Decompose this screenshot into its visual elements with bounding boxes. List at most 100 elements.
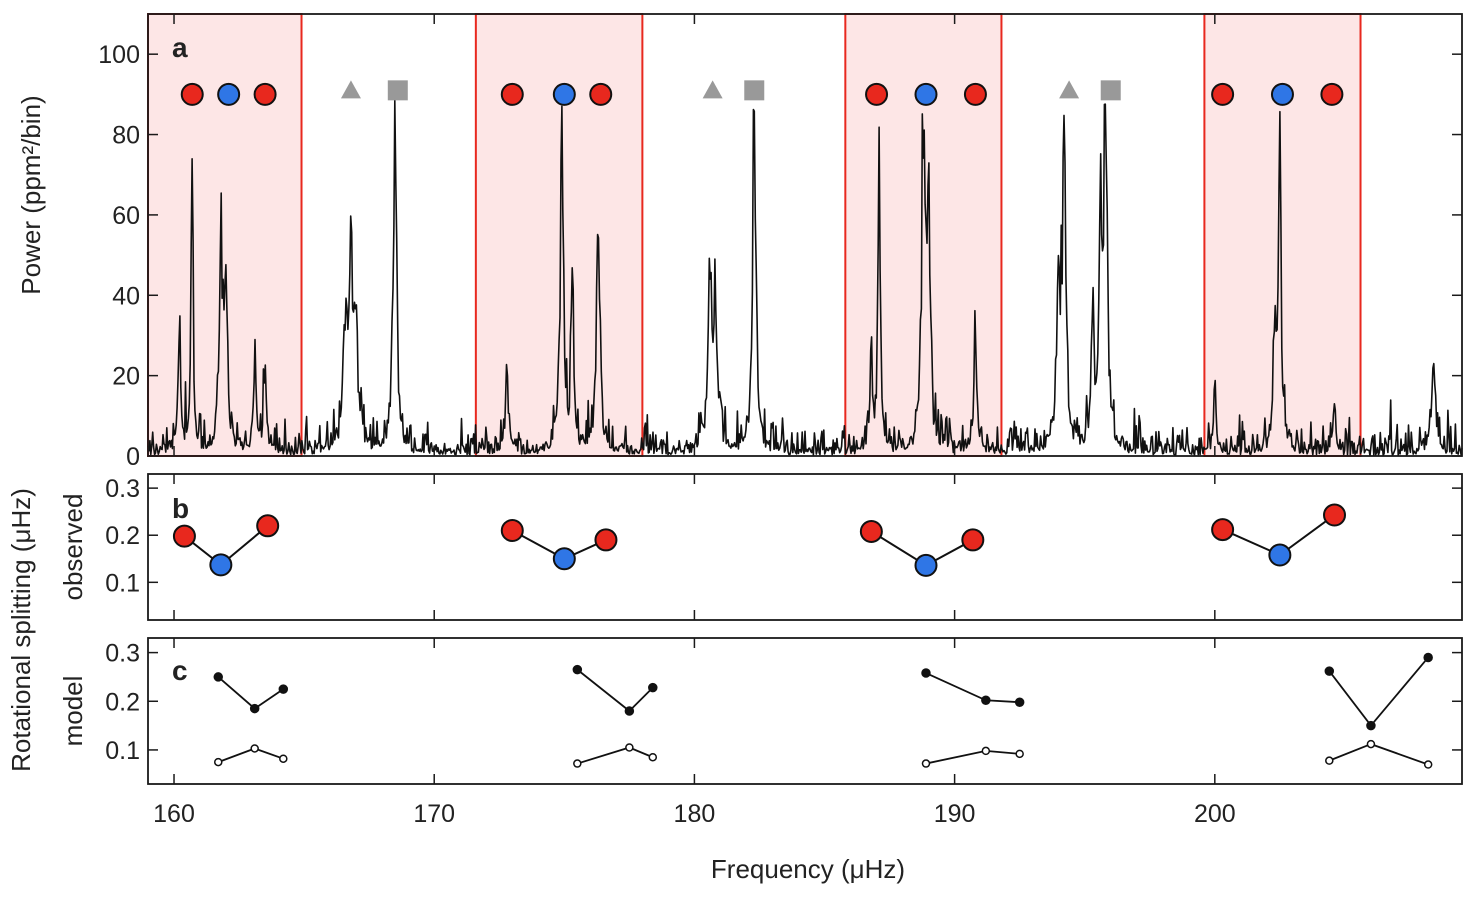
y-axis-title-rotational-splitting: Rotational splitting (μHz)	[6, 488, 36, 772]
square-marker-15	[1100, 80, 1121, 101]
model-open-point-1-2	[250, 744, 259, 753]
model-filled-point-4-2	[1366, 720, 1376, 731]
panel-a-ytick-label: 40	[112, 282, 140, 310]
panel-b-ytick-label: 0.3	[105, 475, 140, 503]
model-filled-point-1-2	[249, 703, 260, 714]
square-marker-5	[387, 80, 408, 101]
zonal-mode-marker-12	[914, 82, 938, 106]
triangle-marker-14	[1059, 80, 1080, 99]
model-open-point-1-1	[214, 757, 223, 767]
panel-a-ytick-label: 100	[98, 41, 140, 69]
shaded-range-1	[147, 13, 303, 457]
model-filled-point-1-1	[213, 672, 224, 682]
model-open-point-4-3	[1423, 760, 1433, 769]
x-axis-title-frequency: Frequency (μHz)	[711, 854, 905, 884]
prograde-retrograde-marker-1	[180, 82, 204, 106]
prograde-retrograde-marker-16	[1211, 82, 1235, 106]
panel-a-ytick-label: 0	[126, 443, 140, 471]
prograde-retrograde-marker-8	[589, 82, 613, 106]
prograde-retrograde-marker-13	[963, 82, 987, 106]
zonal-mode-marker-7	[552, 82, 576, 106]
observed-point-4-3	[1323, 503, 1347, 527]
panel-a-ytick-label: 20	[112, 363, 140, 391]
shaded-ranges	[147, 13, 1362, 457]
panel-b-frame	[147, 473, 1463, 621]
panel-b-ytick-label: 0.1	[105, 569, 140, 597]
panel-c-frame	[147, 637, 1463, 785]
panel-c-ytick-label: 0.1	[105, 737, 140, 765]
observed-point-2-1	[500, 519, 524, 543]
panel-c-ytick-label: 0.3	[105, 640, 140, 668]
panel-c-ylabel-model: model	[58, 676, 88, 747]
observed-point-1-3	[256, 514, 280, 538]
panel-b-ticks: 0.1 0.2 0.3	[105, 474, 1462, 620]
model-filled-line-3	[925, 672, 1020, 704]
model-filled-line-2	[576, 668, 654, 713]
panel-c-ticks: 0.1 0.2 0.3 160 170 180 190 200	[105, 638, 1462, 828]
observed-point-1-2	[209, 553, 233, 577]
observed-point-3-2	[914, 553, 938, 577]
prograde-retrograde-marker-11	[865, 82, 889, 106]
x-tick-label: 170	[413, 800, 455, 828]
model-filled-point-4-1	[1324, 666, 1335, 676]
model-open-line-2	[577, 746, 654, 765]
panel-b-letter: b	[172, 493, 189, 524]
panel-a-frame	[147, 13, 1463, 457]
panel-c-letter: c	[172, 655, 188, 686]
observed-point-2-2	[552, 547, 576, 571]
model-open-line-1	[217, 747, 284, 763]
model-filled-point-3-1	[921, 668, 931, 678]
model-filled-point-2-3	[648, 682, 658, 693]
model-open-line-3	[925, 749, 1020, 765]
panel-a-power-spectrum: 0 20 40 60 80 100 a Power (ppm²/bin)	[16, 13, 1463, 471]
model-filled-point-3-3	[1014, 697, 1025, 707]
mode-markers	[180, 80, 1344, 106]
model-open-point-3-3	[1015, 749, 1024, 759]
observed-splitting-points	[172, 503, 1347, 577]
square-marker-10	[744, 80, 765, 101]
model-open-point-4-2	[1366, 739, 1376, 749]
panel-a-ytick-label: 60	[112, 202, 140, 230]
panel-a-ytick-label: 80	[112, 122, 140, 150]
shaded-range-3	[844, 13, 1003, 457]
panel-b-ytick-label: 0.2	[105, 522, 140, 550]
observed-point-4-2	[1268, 543, 1292, 567]
model-open-point-2-2	[625, 743, 634, 752]
model-open-point-3-1	[921, 759, 931, 768]
observed-point-3-1	[859, 519, 883, 543]
power-spectrum-line	[147, 99, 1463, 457]
model-filled-point-2-1	[572, 664, 583, 675]
y-axis-title-power: Power (ppm²/bin)	[16, 95, 46, 294]
prograde-retrograde-marker-18	[1320, 82, 1344, 106]
panel-c-model: 0.1 0.2 0.3 160 170 180 190 200 c model Frequen…	[58, 637, 1463, 884]
zonal-mode-marker-2	[217, 82, 241, 106]
panel-a-ticks: 0 20 40 60 80 100	[98, 14, 1462, 471]
observed-point-1-1	[172, 524, 196, 548]
model-open-point-4-1	[1325, 756, 1334, 765]
x-tick-label: 190	[934, 800, 976, 828]
x-tick-label: 200	[1194, 800, 1236, 828]
x-tick-label: 160	[153, 800, 195, 828]
observed-point-4-1	[1211, 518, 1235, 542]
model-open-point-2-3	[648, 752, 658, 762]
prograde-retrograde-marker-6	[500, 82, 524, 106]
model-open-point-3-2	[981, 746, 991, 756]
prograde-retrograde-marker-3	[253, 82, 277, 106]
observed-point-3-3	[961, 528, 985, 552]
panel-c-ytick-label: 0.2	[105, 688, 140, 716]
panel-b-observed: 0.1 0.2 0.3 b observed	[58, 473, 1463, 621]
observed-point-2-3	[594, 528, 618, 552]
model-open-point-1-3	[279, 754, 288, 763]
triangle-marker-9	[702, 80, 723, 99]
triangle-marker-4	[340, 80, 361, 99]
model-filled-point-4-3	[1423, 652, 1433, 663]
x-tick-label: 180	[674, 800, 716, 828]
zonal-mode-marker-17	[1270, 82, 1294, 106]
model-filled-point-2-2	[624, 706, 635, 716]
panel-b-ylabel-observed: observed	[58, 494, 88, 601]
shaded-range-2	[474, 13, 644, 457]
model-open-point-2-1	[573, 759, 582, 768]
model-filled-line-4	[1328, 656, 1429, 728]
model-filled-point-1-3	[278, 684, 289, 694]
